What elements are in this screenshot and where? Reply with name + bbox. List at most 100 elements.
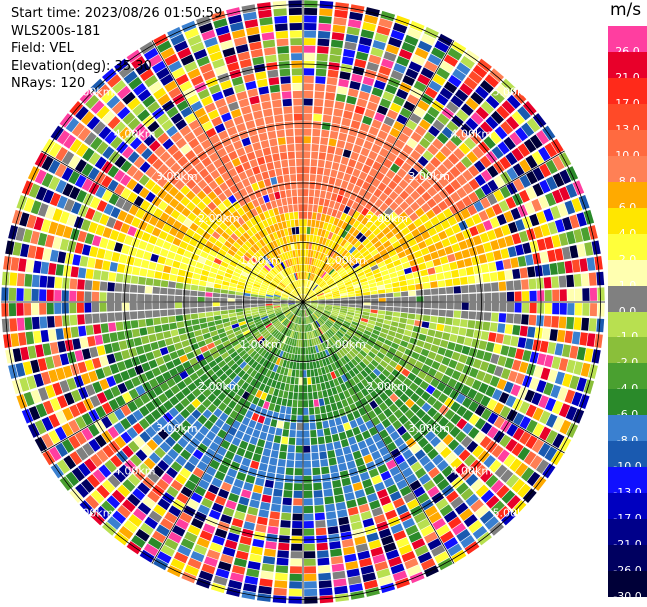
velocity-gate: [303, 68, 315, 76]
velocity-gate: [214, 418, 225, 429]
velocity-gate: [197, 296, 205, 302]
velocity-gate: [280, 302, 288, 305]
velocity-gate: [328, 339, 334, 346]
velocity-gate: [33, 373, 44, 388]
velocity-gate: [297, 296, 303, 302]
velocity-gate: [324, 275, 331, 282]
velocity-gate: [330, 224, 337, 233]
velocity-gate: [328, 395, 336, 404]
velocity-gate: [297, 249, 301, 257]
velocity-gate: [536, 130, 550, 145]
velocity-gate: [251, 288, 259, 293]
velocity-gate: [61, 439, 75, 453]
velocity-gate: [263, 351, 270, 359]
velocity-gate: [205, 226, 215, 235]
velocity-gate: [348, 246, 356, 254]
velocity-gate: [160, 309, 168, 317]
velocity-gate: [152, 158, 164, 170]
velocity-gate: [489, 216, 500, 229]
velocity-gate: [177, 437, 189, 448]
velocity-gate: [303, 249, 306, 257]
velocity-gate: [181, 387, 191, 397]
velocity-gate: [201, 437, 212, 447]
velocity-gate: [436, 212, 447, 222]
velocity-gate: [317, 159, 325, 168]
velocity-gate: [341, 221, 348, 230]
velocity-gate: [174, 342, 183, 351]
velocity-gate: [291, 68, 303, 76]
velocity-gate: [102, 365, 113, 377]
velocity-gate: [313, 113, 322, 122]
velocity-gate: [288, 437, 296, 445]
velocity-gate: [357, 271, 365, 278]
velocity-gate: [478, 210, 489, 222]
velocity-gate: [300, 302, 303, 309]
velocity-gate: [505, 474, 520, 488]
velocity-gate: [465, 217, 475, 228]
velocity-gate: [243, 11, 257, 21]
velocity-gate: [439, 256, 449, 265]
velocity-gate: [200, 275, 208, 282]
velocity-gate: [290, 306, 297, 311]
velocity-gate: [321, 129, 330, 138]
velocity-gate: [274, 404, 281, 413]
velocity-gate: [316, 174, 323, 183]
range-ring-label: 1.00km: [324, 254, 366, 267]
velocity-gate: [310, 159, 318, 167]
velocity-gate: [572, 408, 585, 424]
velocity-gate: [109, 332, 118, 342]
velocity-gate: [114, 292, 122, 302]
velocity-gate: [586, 333, 596, 347]
velocity-gate: [288, 302, 296, 304]
velocity-gate: [512, 163, 525, 177]
velocity-gate: [273, 107, 283, 116]
range-ring-label: 5.00km: [72, 506, 114, 519]
velocity-gate: [190, 75, 204, 86]
velocity-gate: [362, 572, 377, 583]
velocity-gate: [100, 271, 109, 281]
velocity-gate: [68, 170, 80, 185]
velocity-gate: [451, 351, 461, 361]
velocity-gate: [521, 279, 529, 290]
velocity-gate: [359, 123, 370, 133]
velocity-gate: [450, 134, 463, 147]
velocity-gate: [355, 194, 363, 204]
velocity-gate: [479, 80, 494, 94]
velocity-gate: [308, 291, 314, 297]
velocity-gate: [492, 388, 503, 401]
velocity-gate: [305, 257, 308, 265]
velocity-gate: [350, 323, 358, 330]
velocity-gate: [120, 223, 130, 234]
velocity-gate: [436, 382, 447, 392]
velocity-gate: [197, 393, 207, 403]
velocity-gate: [558, 403, 571, 418]
velocity-gate: [228, 194, 237, 204]
velocity-gate: [489, 131, 502, 145]
velocity-gate: [270, 250, 277, 258]
velocity-gate: [198, 359, 208, 368]
velocity-gate: [255, 71, 267, 80]
velocity-gate: [374, 561, 389, 572]
velocity-gate: [244, 19, 259, 29]
velocity-gate: [220, 154, 231, 165]
velocity-gate: [236, 314, 245, 320]
velocity-gate: [257, 593, 271, 602]
velocity-gate: [213, 217, 223, 226]
velocity-gate: [130, 275, 139, 284]
velocity-gate: [305, 279, 308, 287]
velocity-gate: [334, 361, 341, 369]
azimuth-spokes: [1, 0, 605, 604]
velocity-gate: [382, 226, 391, 235]
velocity-gate: [243, 292, 251, 297]
velocity-gate: [220, 514, 233, 524]
velocity-gate: [437, 164, 449, 175]
velocity-gate: [255, 345, 263, 353]
velocity-gate: [269, 241, 276, 250]
velocity-gate: [485, 385, 496, 398]
velocity-gate: [281, 343, 287, 351]
velocity-gate: [483, 283, 492, 292]
velocity-gate: [388, 180, 398, 190]
velocity-gate: [491, 292, 499, 302]
velocity-gate: [531, 198, 542, 212]
velocity-gate: [223, 406, 233, 416]
